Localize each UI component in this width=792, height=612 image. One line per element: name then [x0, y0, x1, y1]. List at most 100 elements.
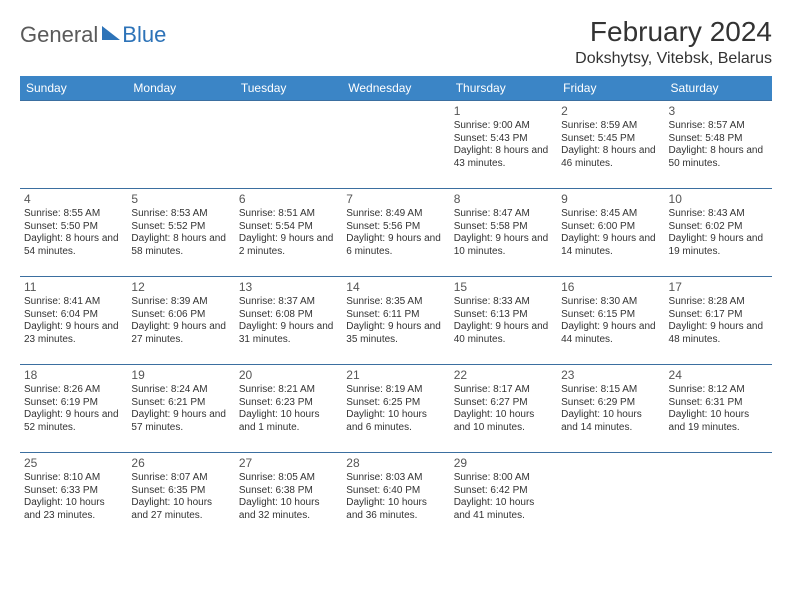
header: General Blue February 2024 Dokshytsy, Vi…: [20, 16, 772, 68]
day-number: 12: [131, 280, 230, 295]
weekday-header: Saturday: [665, 76, 772, 101]
day-number: 7: [346, 192, 445, 207]
day-number: 26: [131, 456, 230, 471]
calendar-empty-cell: [127, 101, 234, 189]
calendar-day-cell: 5Sunrise: 8:53 AMSunset: 5:52 PMDaylight…: [127, 189, 234, 277]
calendar-empty-cell: [665, 453, 772, 541]
day-number: 2: [561, 104, 660, 119]
month-title: February 2024: [575, 16, 772, 48]
day-number: 21: [346, 368, 445, 383]
day-number: 18: [24, 368, 123, 383]
day-number: 8: [454, 192, 553, 207]
day-number: 5: [131, 192, 230, 207]
calendar-day-cell: 29Sunrise: 8:00 AMSunset: 6:42 PMDayligh…: [450, 453, 557, 541]
calendar-day-cell: 28Sunrise: 8:03 AMSunset: 6:40 PMDayligh…: [342, 453, 449, 541]
logo-text-general: General: [20, 22, 98, 48]
weekday-header: Tuesday: [235, 76, 342, 101]
day-number: 25: [24, 456, 123, 471]
day-number: 3: [669, 104, 768, 119]
day-number: 28: [346, 456, 445, 471]
day-info: Sunrise: 8:00 AMSunset: 6:42 PMDaylight:…: [454, 472, 553, 522]
calendar-day-cell: 6Sunrise: 8:51 AMSunset: 5:54 PMDaylight…: [235, 189, 342, 277]
day-info: Sunrise: 8:21 AMSunset: 6:23 PMDaylight:…: [239, 384, 338, 434]
day-info: Sunrise: 8:26 AMSunset: 6:19 PMDaylight:…: [24, 384, 123, 434]
day-info: Sunrise: 8:53 AMSunset: 5:52 PMDaylight:…: [131, 208, 230, 258]
day-info: Sunrise: 8:35 AMSunset: 6:11 PMDaylight:…: [346, 296, 445, 346]
day-info: Sunrise: 8:28 AMSunset: 6:17 PMDaylight:…: [669, 296, 768, 346]
day-number: 29: [454, 456, 553, 471]
day-number: 22: [454, 368, 553, 383]
calendar-day-cell: 26Sunrise: 8:07 AMSunset: 6:35 PMDayligh…: [127, 453, 234, 541]
logo-text-blue: Blue: [122, 22, 166, 48]
weekday-header: Wednesday: [342, 76, 449, 101]
title-block: February 2024 Dokshytsy, Vitebsk, Belaru…: [575, 16, 772, 68]
day-info: Sunrise: 8:43 AMSunset: 6:02 PMDaylight:…: [669, 208, 768, 258]
calendar-head: SundayMondayTuesdayWednesdayThursdayFrid…: [20, 76, 772, 101]
calendar-day-cell: 25Sunrise: 8:10 AMSunset: 6:33 PMDayligh…: [20, 453, 127, 541]
calendar-day-cell: 8Sunrise: 8:47 AMSunset: 5:58 PMDaylight…: [450, 189, 557, 277]
calendar-day-cell: 13Sunrise: 8:37 AMSunset: 6:08 PMDayligh…: [235, 277, 342, 365]
calendar-day-cell: 22Sunrise: 8:17 AMSunset: 6:27 PMDayligh…: [450, 365, 557, 453]
calendar-day-cell: 24Sunrise: 8:12 AMSunset: 6:31 PMDayligh…: [665, 365, 772, 453]
calendar-day-cell: 18Sunrise: 8:26 AMSunset: 6:19 PMDayligh…: [20, 365, 127, 453]
calendar-day-cell: 7Sunrise: 8:49 AMSunset: 5:56 PMDaylight…: [342, 189, 449, 277]
day-info: Sunrise: 8:05 AMSunset: 6:38 PMDaylight:…: [239, 472, 338, 522]
calendar-row: 1Sunrise: 9:00 AMSunset: 5:43 PMDaylight…: [20, 101, 772, 189]
weekday-header: Sunday: [20, 76, 127, 101]
day-number: 14: [346, 280, 445, 295]
logo: General Blue: [20, 22, 166, 48]
day-number: 4: [24, 192, 123, 207]
weekday-header: Monday: [127, 76, 234, 101]
day-info: Sunrise: 8:37 AMSunset: 6:08 PMDaylight:…: [239, 296, 338, 346]
calendar-day-cell: 12Sunrise: 8:39 AMSunset: 6:06 PMDayligh…: [127, 277, 234, 365]
weekday-header: Friday: [557, 76, 664, 101]
day-number: 17: [669, 280, 768, 295]
calendar-day-cell: 9Sunrise: 8:45 AMSunset: 6:00 PMDaylight…: [557, 189, 664, 277]
day-info: Sunrise: 8:33 AMSunset: 6:13 PMDaylight:…: [454, 296, 553, 346]
calendar-day-cell: 16Sunrise: 8:30 AMSunset: 6:15 PMDayligh…: [557, 277, 664, 365]
day-info: Sunrise: 8:57 AMSunset: 5:48 PMDaylight:…: [669, 120, 768, 170]
day-info: Sunrise: 8:47 AMSunset: 5:58 PMDaylight:…: [454, 208, 553, 258]
day-info: Sunrise: 8:49 AMSunset: 5:56 PMDaylight:…: [346, 208, 445, 258]
calendar-day-cell: 15Sunrise: 8:33 AMSunset: 6:13 PMDayligh…: [450, 277, 557, 365]
day-info: Sunrise: 8:59 AMSunset: 5:45 PMDaylight:…: [561, 120, 660, 170]
calendar-day-cell: 20Sunrise: 8:21 AMSunset: 6:23 PMDayligh…: [235, 365, 342, 453]
day-info: Sunrise: 8:19 AMSunset: 6:25 PMDaylight:…: [346, 384, 445, 434]
calendar-empty-cell: [235, 101, 342, 189]
day-number: 15: [454, 280, 553, 295]
logo-triangle-icon: [102, 26, 120, 40]
calendar-body: 1Sunrise: 9:00 AMSunset: 5:43 PMDaylight…: [20, 101, 772, 541]
calendar-day-cell: 2Sunrise: 8:59 AMSunset: 5:45 PMDaylight…: [557, 101, 664, 189]
day-number: 16: [561, 280, 660, 295]
day-info: Sunrise: 8:17 AMSunset: 6:27 PMDaylight:…: [454, 384, 553, 434]
calendar-page: General Blue February 2024 Dokshytsy, Vi…: [0, 0, 792, 557]
calendar-day-cell: 14Sunrise: 8:35 AMSunset: 6:11 PMDayligh…: [342, 277, 449, 365]
calendar-day-cell: 27Sunrise: 8:05 AMSunset: 6:38 PMDayligh…: [235, 453, 342, 541]
calendar-day-cell: 19Sunrise: 8:24 AMSunset: 6:21 PMDayligh…: [127, 365, 234, 453]
day-number: 27: [239, 456, 338, 471]
day-info: Sunrise: 8:45 AMSunset: 6:00 PMDaylight:…: [561, 208, 660, 258]
day-info: Sunrise: 8:39 AMSunset: 6:06 PMDaylight:…: [131, 296, 230, 346]
day-info: Sunrise: 8:15 AMSunset: 6:29 PMDaylight:…: [561, 384, 660, 434]
weekday-row: SundayMondayTuesdayWednesdayThursdayFrid…: [20, 76, 772, 101]
calendar-day-cell: 3Sunrise: 8:57 AMSunset: 5:48 PMDaylight…: [665, 101, 772, 189]
day-number: 13: [239, 280, 338, 295]
day-number: 10: [669, 192, 768, 207]
calendar-day-cell: 1Sunrise: 9:00 AMSunset: 5:43 PMDaylight…: [450, 101, 557, 189]
location: Dokshytsy, Vitebsk, Belarus: [575, 50, 772, 68]
day-info: Sunrise: 8:12 AMSunset: 6:31 PMDaylight:…: [669, 384, 768, 434]
calendar-table: SundayMondayTuesdayWednesdayThursdayFrid…: [20, 76, 772, 541]
calendar-empty-cell: [342, 101, 449, 189]
day-number: 24: [669, 368, 768, 383]
day-info: Sunrise: 8:55 AMSunset: 5:50 PMDaylight:…: [24, 208, 123, 258]
calendar-day-cell: 10Sunrise: 8:43 AMSunset: 6:02 PMDayligh…: [665, 189, 772, 277]
day-info: Sunrise: 8:10 AMSunset: 6:33 PMDaylight:…: [24, 472, 123, 522]
calendar-empty-cell: [20, 101, 127, 189]
day-info: Sunrise: 8:07 AMSunset: 6:35 PMDaylight:…: [131, 472, 230, 522]
calendar-row: 4Sunrise: 8:55 AMSunset: 5:50 PMDaylight…: [20, 189, 772, 277]
day-info: Sunrise: 8:24 AMSunset: 6:21 PMDaylight:…: [131, 384, 230, 434]
calendar-day-cell: 4Sunrise: 8:55 AMSunset: 5:50 PMDaylight…: [20, 189, 127, 277]
weekday-header: Thursday: [450, 76, 557, 101]
calendar-row: 25Sunrise: 8:10 AMSunset: 6:33 PMDayligh…: [20, 453, 772, 541]
day-info: Sunrise: 8:30 AMSunset: 6:15 PMDaylight:…: [561, 296, 660, 346]
